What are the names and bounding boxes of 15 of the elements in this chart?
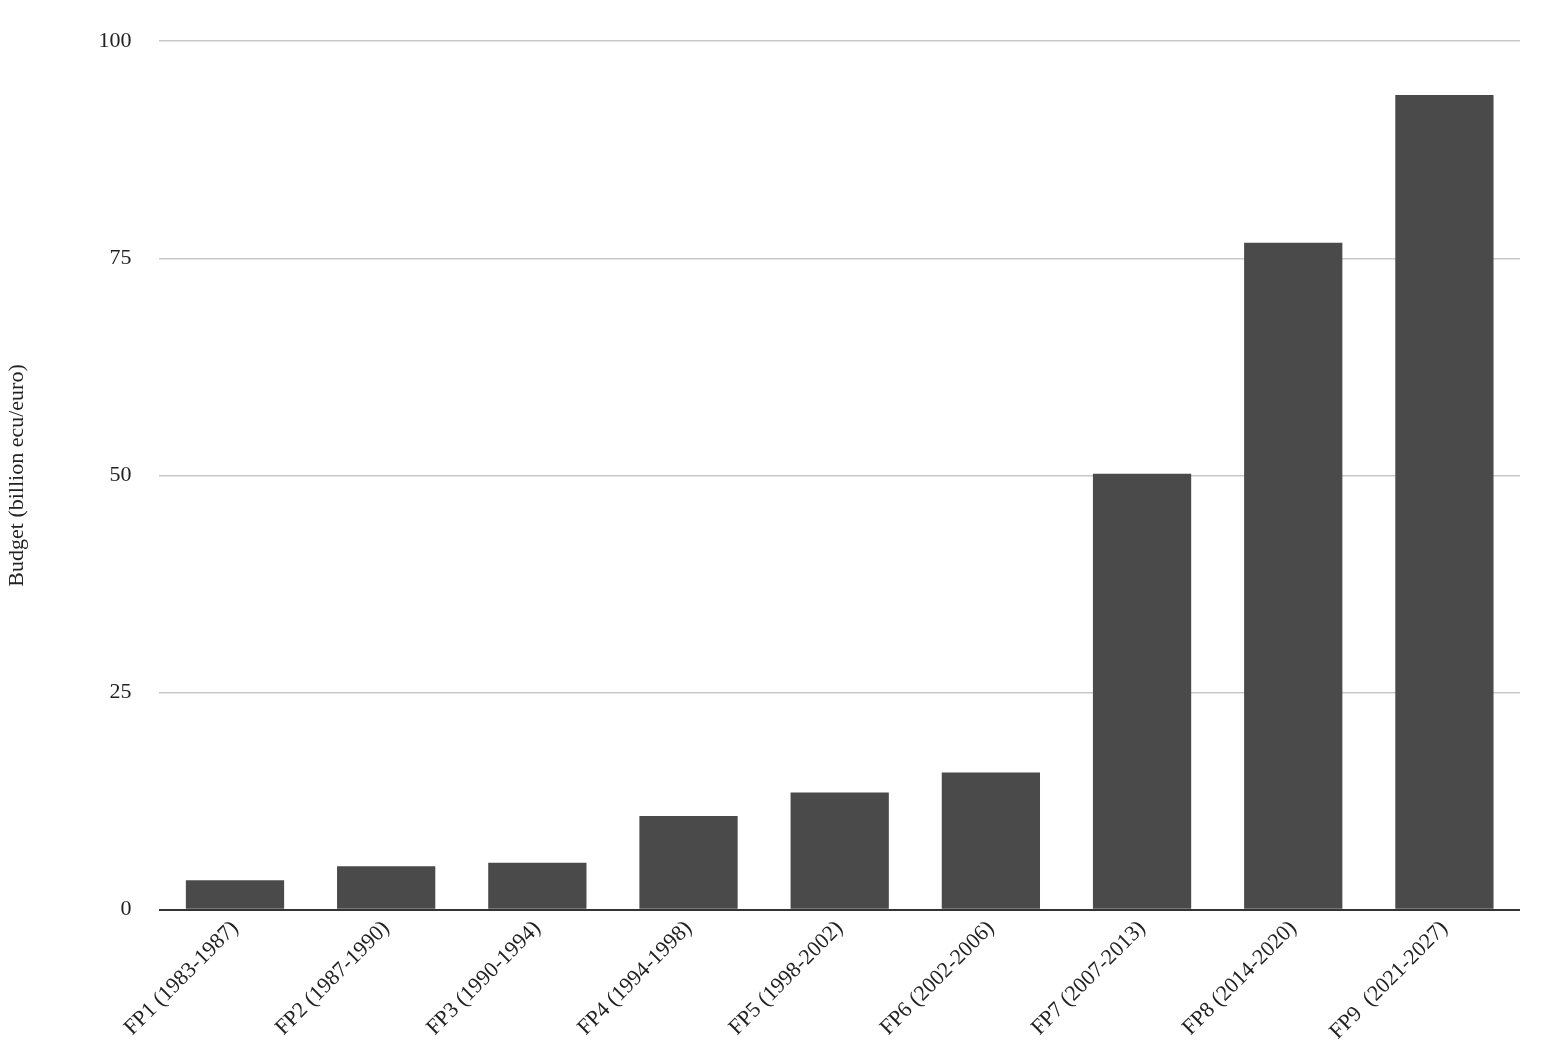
bar: [639, 815, 738, 909]
bar: [488, 862, 587, 909]
bar: [1395, 95, 1494, 909]
bar: [1244, 242, 1343, 909]
y-tick-label: 100: [98, 26, 132, 52]
y-tick-label: 25: [109, 678, 132, 704]
bar: [337, 866, 436, 909]
y-tick-label: 75: [109, 244, 132, 270]
bar: [1092, 473, 1192, 909]
y-tick-label: 50: [109, 461, 132, 487]
bar: [185, 880, 285, 909]
y-axis-title: Budget (billion ecu/euro): [2, 364, 28, 587]
y-tick-label: 0: [120, 895, 132, 921]
bar: [941, 772, 1041, 909]
bar: [790, 792, 889, 909]
